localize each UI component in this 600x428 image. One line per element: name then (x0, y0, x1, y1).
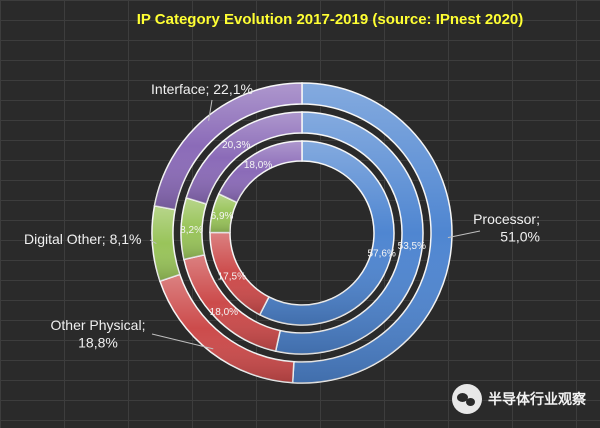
middle-ring-shading-interface (186, 112, 302, 204)
middle-ring-shading-processor (275, 112, 424, 355)
inner-ring-label-processor: 57,6% (367, 248, 395, 259)
outer-ring-label-processor: Processor; 51,0% (473, 211, 540, 245)
leader-line-processor (447, 230, 481, 239)
outer-ring-shading-other-physical (159, 274, 294, 383)
wechat-icon (452, 384, 482, 414)
inner-ring-label-interface: 18,0% (244, 160, 272, 171)
outer-ring-shading-interface (154, 82, 302, 210)
middle-ring-label-interface: 20,3% (222, 140, 250, 151)
inner-ring-shading-digital-other (210, 193, 237, 233)
middle-ring-label-processor: 53,5% (398, 241, 426, 252)
leader-line-interface (208, 99, 213, 121)
outer-ring-shading-digital-other (151, 205, 180, 282)
inner-ring-label-other-physical: 17,5% (218, 271, 246, 282)
watermark-text: 半导体行业观察 (488, 392, 586, 408)
leader-line-digital-other (149, 239, 157, 244)
inner-ring-shading-interface (218, 141, 302, 203)
outer-ring-label-digital-other: Digital Other; 8,1% (24, 231, 142, 247)
inner-ring-shading-processor (259, 141, 395, 325)
leader-line-other-physical (151, 333, 214, 350)
middle-ring-shading-other-physical (183, 254, 281, 352)
middle-ring-label-digital-other: 8,2% (180, 225, 203, 236)
chart-title: IP Category Evolution 2017-2019 (source:… (137, 11, 524, 28)
outer-ring-label-interface: Interface; 22,1% (151, 81, 253, 97)
middle-ring-shading-digital-other (181, 197, 207, 260)
outer-ring-label-other-physical: Other Physical; 18,8% (51, 317, 146, 351)
middle-ring-label-other-physical: 18,0% (210, 307, 238, 318)
inner-ring-slice-processor (258, 140, 395, 326)
watermark: 半导体行业观察 (452, 384, 586, 414)
inner-ring-label-digital-other: 6,9% (211, 211, 234, 222)
inner-ring-shading-other-physical (210, 232, 269, 315)
outer-ring-shading-processor (292, 83, 452, 383)
